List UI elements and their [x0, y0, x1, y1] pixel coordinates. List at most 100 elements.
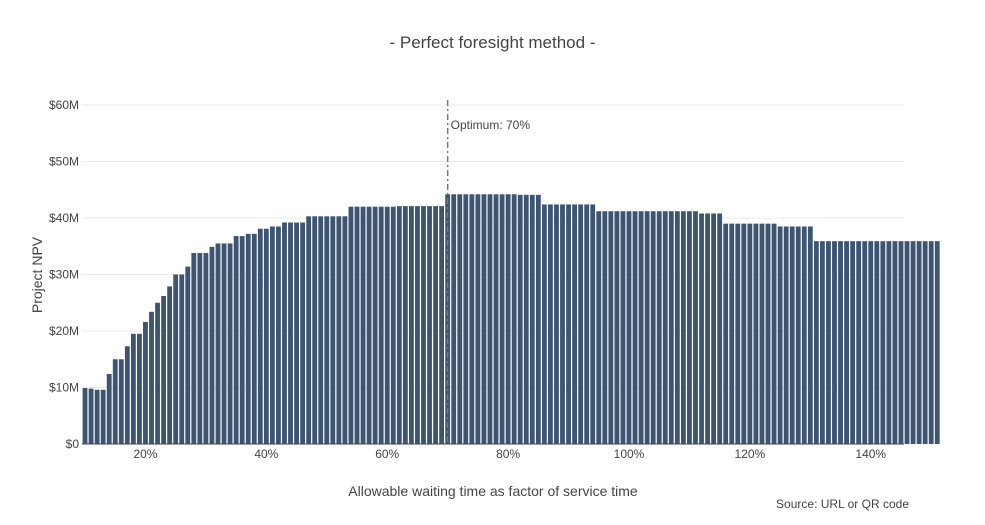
y-tick-label: $50M	[49, 155, 79, 169]
bar	[904, 241, 910, 444]
bar	[590, 204, 596, 444]
bar	[687, 211, 692, 444]
bar	[729, 223, 735, 444]
bar	[463, 194, 469, 444]
bar	[378, 206, 384, 444]
bar	[680, 211, 686, 444]
bar	[433, 206, 438, 444]
bar	[143, 321, 148, 444]
bar	[753, 223, 759, 444]
bar	[614, 211, 620, 444]
bar	[777, 226, 783, 444]
bar	[662, 211, 668, 444]
bar	[771, 223, 777, 444]
bar	[415, 206, 420, 444]
bar	[922, 241, 928, 444]
bar	[318, 216, 324, 444]
bar	[427, 206, 432, 444]
bar	[741, 223, 747, 444]
y-tick-label: $60M	[49, 98, 79, 112]
bar	[330, 216, 336, 444]
bar	[868, 241, 874, 444]
bar	[390, 206, 396, 444]
bar	[928, 241, 934, 444]
bar	[161, 295, 167, 444]
bar	[149, 311, 154, 444]
bar	[699, 213, 704, 444]
bar	[179, 274, 185, 444]
bar	[408, 206, 414, 444]
bar	[475, 194, 481, 444]
bar	[711, 213, 717, 444]
bar	[94, 389, 100, 444]
bar	[572, 204, 578, 444]
x-axis-title: Allowable waiting time as factor of serv…	[348, 483, 638, 499]
bar	[656, 211, 662, 444]
bar	[813, 241, 819, 444]
bar	[596, 211, 602, 444]
bar	[644, 211, 650, 444]
bar	[469, 194, 475, 444]
bar	[173, 274, 179, 444]
bar	[402, 206, 408, 444]
bar	[112, 359, 118, 444]
bar	[348, 206, 354, 444]
source-note: Source: URL or QR code	[776, 497, 909, 511]
x-tick-label: 60%	[375, 447, 399, 461]
bar	[693, 211, 698, 444]
bar	[269, 226, 275, 444]
bar	[137, 333, 142, 444]
bar	[245, 233, 251, 444]
bar	[130, 333, 136, 444]
bar	[826, 241, 831, 444]
bar	[523, 194, 529, 444]
bar	[850, 241, 856, 444]
bar	[203, 253, 209, 444]
bar	[233, 236, 239, 444]
bar	[517, 194, 523, 444]
bar	[783, 226, 789, 444]
bar	[910, 241, 916, 444]
bar	[668, 211, 674, 444]
bar	[535, 194, 541, 444]
bar	[838, 241, 843, 444]
bar	[898, 241, 904, 444]
bar	[294, 222, 299, 444]
bar	[560, 204, 565, 444]
bar	[650, 211, 656, 444]
bar	[288, 222, 293, 444]
bar	[360, 206, 366, 444]
bar	[584, 204, 590, 444]
bar	[215, 243, 221, 444]
bar	[336, 216, 342, 444]
bar	[306, 216, 312, 444]
bar	[735, 223, 741, 444]
bar	[747, 223, 753, 444]
x-tick-label: 100%	[614, 447, 645, 461]
y-tick-label: $0	[66, 437, 80, 451]
bar	[366, 206, 372, 444]
bar	[578, 204, 584, 444]
bar	[566, 204, 571, 444]
bar	[886, 241, 892, 444]
bar	[499, 194, 505, 444]
bar	[191, 253, 197, 444]
bar	[705, 213, 710, 444]
bar	[324, 216, 330, 444]
bar	[185, 266, 191, 444]
bar	[844, 241, 849, 444]
chart-title: - Perfect foresight method -	[389, 33, 596, 52]
bar	[765, 223, 771, 444]
bar	[263, 228, 269, 444]
bar	[723, 223, 729, 444]
bar	[106, 373, 112, 444]
bar	[916, 241, 922, 444]
bar	[487, 194, 493, 444]
bar	[118, 359, 124, 444]
bar	[167, 286, 173, 444]
bar	[892, 241, 898, 444]
x-tick-label: 80%	[496, 447, 520, 461]
bar	[674, 211, 680, 444]
